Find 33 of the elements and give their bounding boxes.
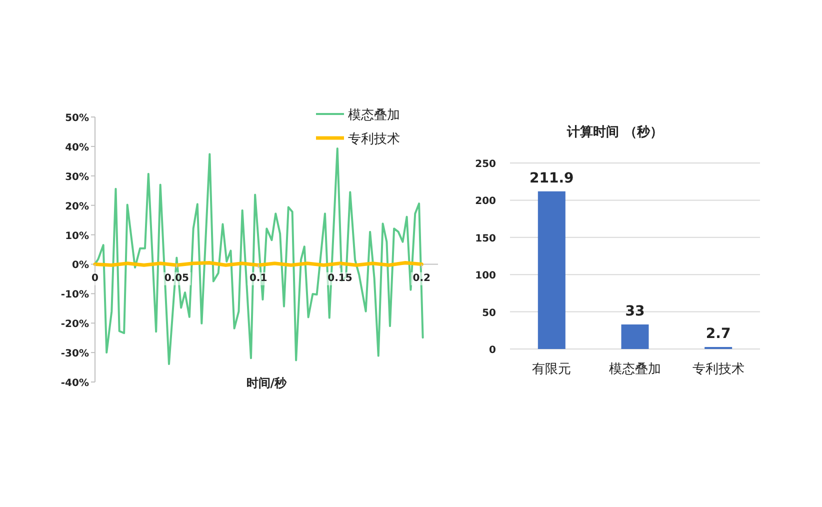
y-tick-label: 50 bbox=[482, 308, 496, 319]
y-tick-label: -10% bbox=[60, 290, 89, 301]
x-tick-label: 有限元 bbox=[532, 362, 572, 377]
x-tick-label: 0.05 bbox=[164, 273, 190, 284]
y-tick-label: 150 bbox=[475, 233, 496, 244]
y-tick-label: 30% bbox=[65, 172, 89, 183]
x-axis-title: 时间/秒 bbox=[246, 376, 288, 390]
legend-label: 专利技术 bbox=[348, 132, 400, 147]
y-tick-label: 20% bbox=[65, 201, 89, 212]
y-tick-label: 10% bbox=[65, 230, 89, 242]
chart-title: 计算时间 （秒） bbox=[566, 125, 663, 140]
x-tick-label: 专利技术 bbox=[692, 362, 744, 377]
bar bbox=[538, 191, 566, 349]
bar bbox=[621, 324, 649, 349]
x-tick-label: 0.1 bbox=[249, 273, 268, 284]
y-tick-label: 40% bbox=[65, 142, 89, 154]
y-tick-label: 0% bbox=[72, 260, 89, 272]
data-label: 2.7 bbox=[706, 326, 731, 342]
y-tick-label: 50% bbox=[65, 113, 89, 124]
legend-label: 模态叠加 bbox=[348, 108, 400, 123]
y-tick-label: -20% bbox=[60, 319, 89, 330]
y-tick-label: -30% bbox=[60, 348, 89, 360]
x-tick-label: 0.15 bbox=[328, 273, 352, 284]
x-tick-label: 模态叠加 bbox=[609, 362, 661, 377]
y-tick-label: -40% bbox=[60, 378, 89, 389]
x-tick-label: 0.2 bbox=[412, 273, 431, 284]
data-label: 211.9 bbox=[530, 170, 574, 186]
y-tick-label: 200 bbox=[475, 196, 496, 208]
y-tick-label: 100 bbox=[475, 270, 496, 282]
x-tick-label: 0 bbox=[92, 273, 99, 284]
data-label: 33 bbox=[625, 303, 645, 320]
y-tick-label: 0 bbox=[489, 345, 496, 356]
y-tick-label: 250 bbox=[475, 159, 496, 170]
